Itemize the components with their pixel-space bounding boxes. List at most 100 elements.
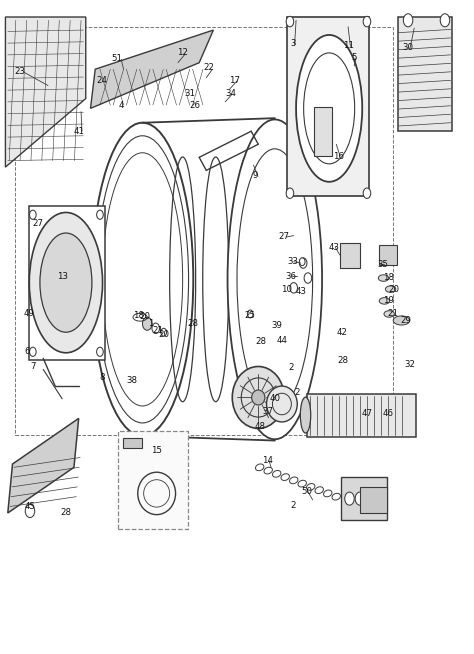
Text: 27: 27 bbox=[32, 219, 43, 228]
Text: 38: 38 bbox=[127, 376, 137, 385]
Polygon shape bbox=[91, 30, 213, 109]
Text: 18: 18 bbox=[383, 273, 394, 282]
Text: 24: 24 bbox=[97, 76, 108, 85]
Bar bbox=[15, 27, 393, 435]
Polygon shape bbox=[8, 419, 79, 513]
Ellipse shape bbox=[378, 275, 389, 281]
Circle shape bbox=[363, 188, 371, 198]
Text: 43: 43 bbox=[329, 243, 340, 252]
Text: 30: 30 bbox=[402, 43, 414, 52]
Circle shape bbox=[97, 210, 103, 219]
Text: 26: 26 bbox=[189, 101, 200, 110]
Text: 48: 48 bbox=[254, 422, 265, 431]
Circle shape bbox=[286, 188, 294, 198]
Text: 2: 2 bbox=[290, 502, 295, 510]
Circle shape bbox=[247, 310, 253, 318]
Text: 13: 13 bbox=[56, 271, 68, 281]
Text: 2: 2 bbox=[295, 388, 300, 397]
Bar bbox=[340, 243, 360, 268]
Bar bbox=[307, 394, 416, 437]
Text: 50: 50 bbox=[301, 487, 312, 496]
Text: 27: 27 bbox=[279, 232, 290, 241]
Bar bbox=[398, 17, 452, 131]
Text: 16: 16 bbox=[333, 152, 344, 160]
Text: 22: 22 bbox=[203, 63, 214, 73]
Text: 3: 3 bbox=[290, 39, 295, 48]
Text: 28: 28 bbox=[187, 318, 198, 328]
Circle shape bbox=[290, 283, 298, 293]
Ellipse shape bbox=[252, 390, 265, 405]
Polygon shape bbox=[29, 206, 105, 360]
Text: 23: 23 bbox=[14, 67, 25, 76]
Bar bbox=[379, 245, 397, 265]
Ellipse shape bbox=[40, 233, 92, 332]
Text: 43: 43 bbox=[295, 286, 306, 296]
Text: 46: 46 bbox=[383, 409, 394, 418]
Circle shape bbox=[363, 16, 371, 27]
Text: 14: 14 bbox=[262, 456, 273, 465]
Text: 41: 41 bbox=[73, 127, 84, 136]
Text: 19: 19 bbox=[383, 296, 394, 305]
Ellipse shape bbox=[29, 213, 102, 353]
Circle shape bbox=[304, 273, 312, 283]
Text: 17: 17 bbox=[229, 76, 240, 85]
Text: 7: 7 bbox=[30, 362, 36, 371]
Text: 49: 49 bbox=[24, 309, 35, 318]
Text: 12: 12 bbox=[177, 48, 188, 58]
Ellipse shape bbox=[393, 316, 410, 325]
Text: 28: 28 bbox=[60, 509, 72, 517]
Circle shape bbox=[355, 492, 365, 505]
Text: 40: 40 bbox=[269, 394, 280, 404]
Bar bbox=[341, 477, 387, 519]
Circle shape bbox=[300, 258, 305, 266]
Circle shape bbox=[29, 347, 36, 356]
Text: 4: 4 bbox=[118, 101, 124, 110]
Text: 10: 10 bbox=[281, 284, 292, 294]
Text: 28: 28 bbox=[255, 337, 266, 346]
Bar bbox=[360, 487, 387, 513]
Bar bbox=[123, 438, 142, 448]
Text: 15: 15 bbox=[151, 447, 162, 455]
Ellipse shape bbox=[384, 311, 394, 317]
Text: 39: 39 bbox=[272, 321, 283, 330]
Polygon shape bbox=[5, 17, 86, 167]
Circle shape bbox=[300, 258, 307, 268]
Text: 29: 29 bbox=[401, 316, 411, 325]
Text: 21: 21 bbox=[387, 309, 399, 318]
Text: 36: 36 bbox=[285, 271, 296, 281]
Text: 21: 21 bbox=[152, 326, 163, 336]
Circle shape bbox=[97, 347, 103, 356]
Text: 37: 37 bbox=[262, 407, 273, 417]
Text: 11: 11 bbox=[343, 41, 354, 50]
Bar bbox=[287, 17, 369, 196]
Text: 20: 20 bbox=[159, 330, 170, 339]
Circle shape bbox=[286, 16, 294, 27]
Text: 47: 47 bbox=[362, 409, 373, 418]
Text: 8: 8 bbox=[100, 373, 105, 383]
Text: 28: 28 bbox=[338, 356, 349, 366]
Ellipse shape bbox=[379, 298, 390, 304]
Text: 44: 44 bbox=[276, 336, 287, 345]
Text: 35: 35 bbox=[377, 260, 388, 269]
Text: 51: 51 bbox=[111, 54, 122, 63]
Circle shape bbox=[143, 317, 152, 330]
Circle shape bbox=[29, 210, 36, 219]
Circle shape bbox=[161, 328, 166, 336]
Circle shape bbox=[152, 323, 159, 334]
Text: 5: 5 bbox=[351, 53, 357, 62]
Text: 2: 2 bbox=[289, 363, 294, 372]
Text: 42: 42 bbox=[337, 328, 347, 337]
Circle shape bbox=[403, 14, 413, 27]
Bar bbox=[314, 107, 332, 156]
Text: 6: 6 bbox=[24, 347, 29, 356]
Text: 20: 20 bbox=[388, 285, 400, 294]
Text: 45: 45 bbox=[25, 502, 36, 511]
Ellipse shape bbox=[228, 120, 322, 439]
Bar bbox=[118, 432, 188, 529]
Circle shape bbox=[345, 492, 354, 505]
Ellipse shape bbox=[385, 286, 396, 292]
Text: 34: 34 bbox=[226, 89, 237, 98]
Text: 20: 20 bbox=[140, 312, 151, 321]
Text: 1: 1 bbox=[148, 319, 154, 328]
Text: 9: 9 bbox=[252, 171, 258, 180]
